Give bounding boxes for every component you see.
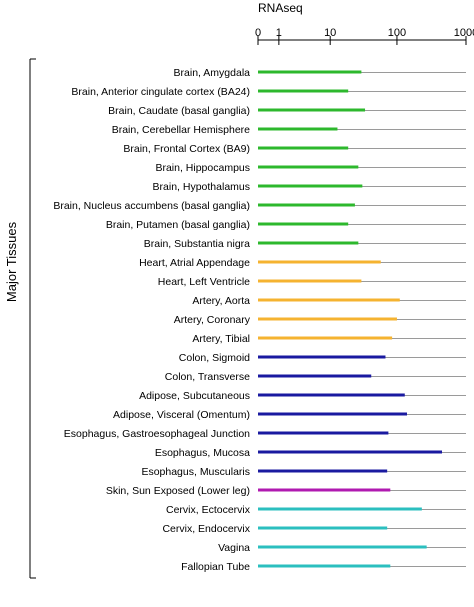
category-label: Brain, Hippocampus bbox=[155, 162, 250, 174]
bar bbox=[258, 431, 389, 435]
bar bbox=[258, 317, 397, 321]
bar bbox=[258, 279, 362, 283]
category-label: Artery, Coronary bbox=[174, 314, 251, 326]
category-label: Brain, Hypothalamus bbox=[153, 181, 250, 193]
category-label: Brain, Anterior cingulate cortex (BA24) bbox=[71, 86, 250, 98]
category-label: Colon, Transverse bbox=[165, 371, 250, 383]
category-label: Esophagus, Muscularis bbox=[141, 466, 250, 478]
bar bbox=[258, 203, 355, 207]
bar bbox=[258, 507, 422, 511]
bar bbox=[258, 89, 349, 93]
category-label: Brain, Nucleus accumbens (basal ganglia) bbox=[53, 200, 250, 212]
category-label: Artery, Aorta bbox=[192, 295, 250, 307]
category-label: Vagina bbox=[218, 542, 250, 554]
category-label: Brain, Amygdala bbox=[174, 67, 251, 79]
bar bbox=[258, 393, 405, 397]
category-label: Colon, Sigmoid bbox=[179, 352, 250, 364]
bar bbox=[258, 564, 391, 568]
bar bbox=[258, 412, 407, 416]
bar bbox=[258, 260, 381, 264]
bar bbox=[258, 526, 388, 530]
category-label: Artery, Tibial bbox=[192, 333, 250, 345]
bar-rows: Brain, Amygdala Brain, Anterior cingulate… bbox=[53, 67, 466, 573]
x-tick-label: 10 bbox=[324, 27, 336, 39]
bar bbox=[258, 469, 388, 473]
category-label: Brain, Substantia nigra bbox=[144, 238, 250, 250]
x-axis-title: RNAseq bbox=[258, 1, 303, 15]
bar bbox=[258, 336, 393, 340]
category-label: Brain, Frontal Cortex (BA9) bbox=[123, 143, 250, 155]
category-label: Esophagus, Mucosa bbox=[155, 447, 250, 459]
category-label: Skin, Sun Exposed (Lower leg) bbox=[106, 485, 250, 497]
bar bbox=[258, 298, 400, 302]
x-tick-label: 0 bbox=[255, 27, 261, 39]
category-label: Esophagus, Gastroesophageal Junction bbox=[64, 428, 250, 440]
bar bbox=[258, 545, 427, 549]
bar bbox=[258, 127, 338, 131]
category-label: Adipose, Subcutaneous bbox=[139, 390, 250, 402]
category-label: Heart, Left Ventricle bbox=[158, 276, 250, 288]
category-label: Cervix, Ectocervix bbox=[166, 504, 251, 516]
x-tick-label: 1 bbox=[276, 27, 282, 39]
category-label: Brain, Putamen (basal ganglia) bbox=[106, 219, 250, 231]
bar bbox=[258, 241, 359, 245]
category-label: Brain, Caudate (basal ganglia) bbox=[108, 105, 250, 117]
bar bbox=[258, 108, 366, 112]
bar bbox=[258, 374, 372, 378]
bar bbox=[258, 355, 386, 359]
group-label: Major Tissues bbox=[4, 221, 19, 302]
bar bbox=[258, 184, 363, 188]
bar bbox=[258, 165, 359, 169]
bar bbox=[258, 70, 362, 74]
bar bbox=[258, 488, 391, 492]
category-label: Fallopian Tube bbox=[181, 561, 250, 573]
x-tick-label: 100 bbox=[388, 27, 406, 39]
category-label: Adipose, Visceral (Omentum) bbox=[113, 409, 250, 421]
x-tick-label: 1000 bbox=[454, 27, 474, 39]
bar bbox=[258, 450, 442, 454]
category-label: Heart, Atrial Appendage bbox=[139, 257, 250, 269]
bar bbox=[258, 146, 349, 150]
bar bbox=[258, 222, 349, 226]
group-bracket bbox=[29, 58, 36, 579]
category-label: Cervix, Endocervix bbox=[162, 523, 250, 535]
x-axis-ticks: 0 1 10 100 1000 bbox=[255, 27, 474, 45]
category-label: Brain, Cerebellar Hemisphere bbox=[112, 124, 250, 136]
